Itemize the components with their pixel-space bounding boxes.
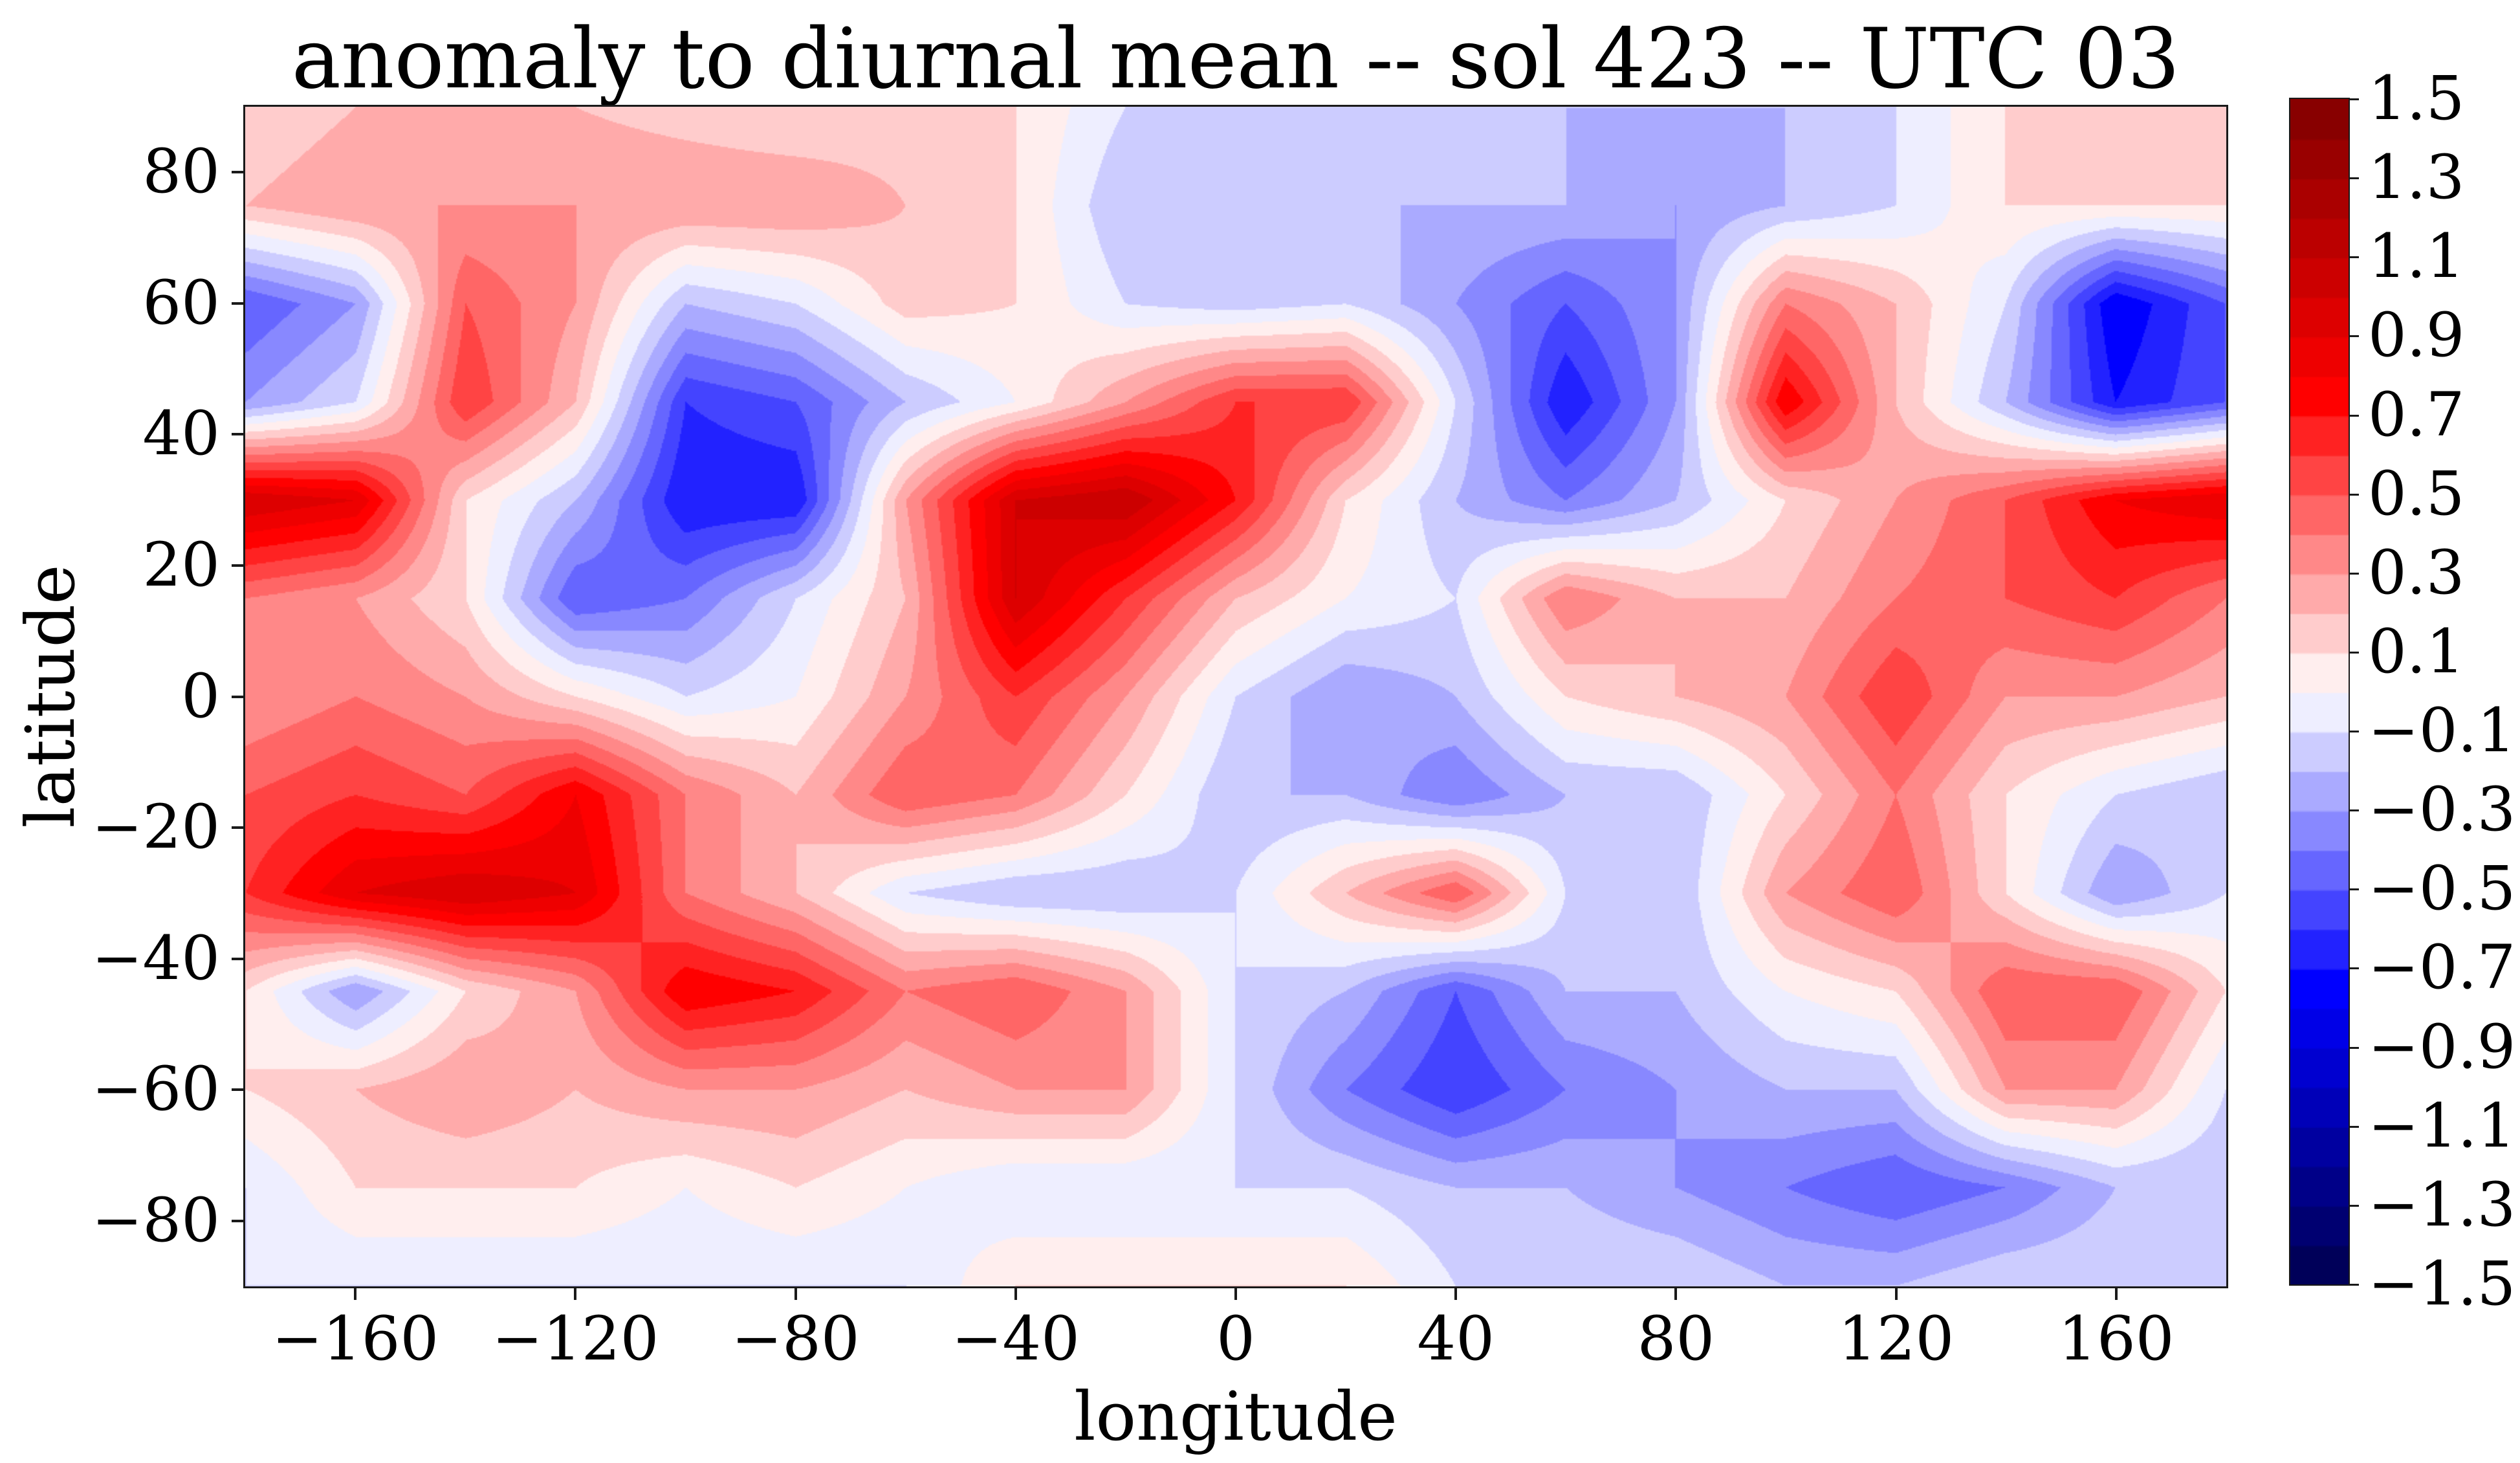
colorbar-tick-mark [2350,335,2359,338]
colorbar-tick-label: −0.5 [2368,853,2516,925]
colorbar-tick-label: 0.3 [2368,537,2465,608]
x-tick-mark [794,1288,797,1300]
colorbar-tick-mark [2350,256,2359,259]
colorbar-tick-mark [2350,731,2359,733]
colorbar-tick-label: 1.5 [2368,63,2465,134]
colorbar-tick-label: −1.5 [2368,1249,2516,1319]
colorbar-tick-mark [2350,98,2359,100]
y-tick-label: −60 [91,1054,220,1125]
contour-map [245,107,2226,1286]
colorbar-tick-label: 0.5 [2368,458,2465,529]
colorbar-tick-mark [2350,414,2359,417]
y-tick-mark [232,695,243,698]
x-tick-label: −160 [272,1304,439,1374]
y-tick-mark [232,302,243,305]
x-tick-mark [2114,1288,2118,1300]
colorbar-tick-mark [2350,493,2359,496]
x-tick-mark [354,1288,357,1300]
y-tick-label: 20 [142,529,220,600]
colorbar-tick-mark [2350,888,2359,891]
x-tick-label: 40 [1417,1304,1495,1374]
x-tick-mark [1674,1288,1678,1300]
y-tick-mark [232,1088,243,1092]
chart-title: anomaly to diurnal mean -- sol 423 -- UT… [291,11,2180,107]
x-tick-mark [574,1288,577,1300]
y-tick-label: 40 [142,399,220,470]
y-tick-label: 60 [142,267,220,338]
colorbar-tick-mark [2350,177,2359,180]
x-tick-label: −40 [951,1304,1080,1374]
colorbar-tick-mark [2350,651,2359,654]
x-tick-label: 160 [2058,1304,2175,1374]
colorbar-tick-label: −0.3 [2368,775,2516,846]
y-tick-label: −40 [91,923,220,994]
x-tick-mark [1894,1288,1898,1300]
x-tick-label: −80 [731,1304,860,1374]
colorbar-tick-label: −1.1 [2368,1090,2516,1161]
y-tick-mark [232,1219,243,1222]
colorbar-tick-label: 0.1 [2368,616,2465,687]
colorbar-tick-mark [2350,1284,2359,1286]
y-tick-mark [232,171,243,174]
colorbar-tick-mark [2350,572,2359,575]
x-axis-label: longitude [1074,1377,1397,1456]
x-tick-mark [1234,1288,1237,1300]
y-tick-mark [232,826,243,830]
y-tick-mark [232,433,243,436]
colorbar-tick-label: −0.7 [2368,932,2516,1004]
x-tick-label: 80 [1637,1304,1715,1374]
x-tick-label: −120 [492,1304,659,1374]
colorbar-tick-mark [2350,1125,2359,1128]
y-tick-label: 80 [142,137,220,208]
colorbar-tick-mark [2350,967,2359,970]
colorbar-tick-label: 1.3 [2368,142,2465,214]
y-tick-label: −20 [91,792,220,863]
colorbar-tick-mark [2350,1046,2359,1049]
y-tick-label: 0 [181,661,220,732]
colorbar-tick-mark [2350,809,2359,812]
colorbar-tick-label: 0.7 [2368,379,2465,450]
y-tick-label: −80 [91,1185,220,1256]
x-tick-mark [1454,1288,1458,1300]
colorbar-tick-mark [2350,1204,2359,1207]
colorbar-tick-label: −0.9 [2368,1011,2516,1083]
plot-area [243,105,2228,1288]
colorbar-tick-label: 1.1 [2368,221,2465,292]
x-tick-label: 0 [1216,1304,1255,1374]
x-tick-label: 120 [1837,1304,1955,1374]
colorbar-tick-label: 0.9 [2368,300,2465,371]
x-tick-mark [1014,1288,1017,1300]
colorbar-tick-label: −1.3 [2368,1169,2516,1240]
colorbar-gradient [2290,99,2349,1284]
y-tick-mark [232,564,243,567]
colorbar-tick-label: −0.1 [2368,696,2516,767]
colorbar [2289,98,2350,1286]
y-tick-mark [232,957,243,960]
